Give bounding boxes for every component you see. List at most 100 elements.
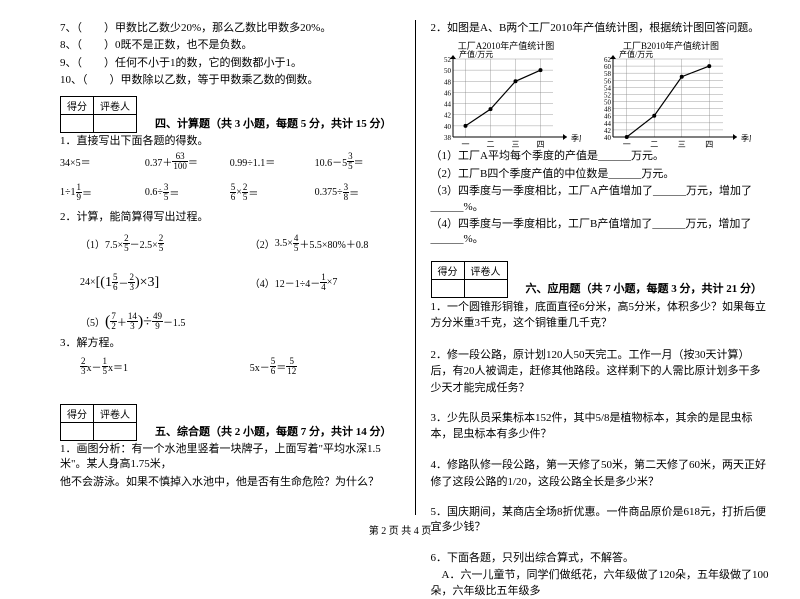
svg-text:48: 48 — [604, 106, 612, 114]
section6-header: 得分评卷人 六、应用题（共 7 小题，每题 3 分，共计 21 分） — [431, 255, 771, 298]
right-column: 2．如图是A、B两个工厂2010年产值统计图，根据统计图回答问题。 工厂A201… — [431, 20, 771, 515]
svg-text:54: 54 — [604, 85, 612, 93]
tf-9: 9、（ ）任何不小于1的数，它的倒数都小于1。 — [60, 56, 400, 71]
svg-text:60: 60 — [604, 63, 612, 71]
calc2-r3: （5）(72＋143)÷499－1.5 — [60, 312, 400, 331]
score-label: 得分 — [431, 261, 464, 279]
calc2-r1: （1）7.5×25－2.5×25 （2）3.5×45＋5.5×80%＋0.8 — [60, 234, 400, 253]
expr: （5）(72＋143)÷499－1.5 — [60, 312, 230, 331]
grader-cell — [94, 422, 137, 440]
svg-text:40: 40 — [444, 123, 452, 131]
q6-5: 5．国庆期间，某商店全场8折优惠。一件商品原价是618元，打折后便宜多少钱？ — [431, 505, 771, 536]
q6-3: 3．少先队员采集标本152件，其中5/8是植物标本，其余的是昆虫标本，昆虫标本有… — [431, 411, 771, 442]
section4-header: 得分评卷人 四、计算题（共 3 小题，每题 5 分，共计 15 分） — [60, 90, 400, 133]
svg-text:三: 三 — [511, 140, 519, 149]
svg-text:三: 三 — [677, 140, 685, 149]
score-box-5: 得分评卷人 — [60, 404, 137, 441]
score-label: 得分 — [61, 96, 94, 114]
score-cell — [61, 422, 94, 440]
left-column: 7、（ ）甲数比乙数少20%，那么乙数比甲数多20%。 8、（ ）0既不是正数，… — [60, 20, 400, 515]
svg-text:季度: 季度 — [571, 133, 581, 143]
expr: 0.375÷38＝ — [315, 183, 400, 202]
calc3-title: 3．解方程。 — [60, 336, 400, 351]
q5-1a: 1．画图分析：有一个水池里竖着一块牌子，上面写着"平均水深1.5米"。某人身高1… — [60, 442, 400, 473]
score-box-4: 得分评卷人 — [60, 96, 137, 133]
chart-b: 工厂B2010年产值统计图产值/万元4042444648505254565860… — [591, 41, 741, 141]
chart-a-svg: 工厂A2010年产值统计图产值/万元3840424446485052一二三四季度 — [431, 41, 581, 151]
svg-text:52: 52 — [604, 92, 612, 100]
q6-4: 4．修路队修一段公路，第一天修了50米，第二天修了60米，两天正好修了这段公路的… — [431, 457, 771, 490]
svg-text:季度: 季度 — [741, 133, 751, 143]
svg-text:46: 46 — [604, 113, 612, 121]
score-label: 得分 — [61, 404, 94, 422]
svg-text:44: 44 — [604, 120, 612, 128]
chart-q1: （1）工厂A平均每个季度的产值是______万元。 — [431, 149, 771, 164]
expr: 0.6÷35＝ — [145, 183, 230, 202]
svg-text:42: 42 — [444, 112, 452, 120]
svg-text:62: 62 — [604, 56, 612, 64]
calc2-title: 2．计算，能简算得写出过程。 — [60, 210, 400, 225]
expr: 56×25＝ — [230, 183, 315, 202]
expr — [230, 312, 400, 331]
tf-10: 10、（ ）甲数除以乙数，等于甲数乘乙数的倒数。 — [60, 73, 400, 88]
chart-q4: （4）四季度与一季度相比，工厂B产值增加了______万元，增加了______%… — [431, 217, 771, 248]
expr: 5x－56＝512 — [230, 357, 400, 376]
q2-intro: 2．如图是A、B两个工厂2010年产值统计图，根据统计图回答问题。 — [431, 21, 771, 36]
page-container: 7、（ ）甲数比乙数少20%，那么乙数比甲数多20%。 8、（ ）0既不是正数，… — [0, 0, 800, 520]
score-cell — [431, 279, 464, 297]
q6-6a: A．六一儿童节，同学们做纸花，六年级做了120朵，五年级做了100朵，六年级比五… — [431, 568, 771, 599]
svg-text:一: 一 — [622, 140, 630, 149]
expr: 24×[(156－23)×3] — [60, 273, 230, 292]
svg-text:产值/万元: 产值/万元 — [459, 49, 493, 59]
charts: 工厂A2010年产值统计图产值/万元3840424446485052一二三四季度… — [431, 41, 771, 141]
svg-text:56: 56 — [604, 78, 612, 86]
expr: 23 x－15 x＝1 — [60, 357, 230, 376]
expr: 34×5＝ — [60, 152, 145, 171]
chart-q3: （3）四季度与一季度相比，工厂A产值增加了______万元，增加了______%… — [431, 184, 771, 215]
svg-text:产值/万元: 产值/万元 — [619, 49, 653, 59]
q6-2: 2．修一段公路，原计划120人50天完工。工作一月（按30天计算）后，有20人被… — [431, 347, 771, 397]
svg-text:52: 52 — [444, 56, 452, 64]
svg-text:40: 40 — [604, 134, 612, 142]
svg-text:48: 48 — [444, 79, 452, 87]
section5-title: 五、综合题（共 2 小题，每题 7 分，共计 14 分） — [147, 423, 400, 439]
expr: （1）7.5×25－2.5×25 — [60, 234, 230, 253]
section4-title: 四、计算题（共 3 小题，每题 5 分，共计 15 分） — [147, 115, 400, 131]
svg-text:二: 二 — [486, 140, 494, 149]
calc3-r: 23 x－15 x＝1 5x－56＝512 — [60, 357, 400, 376]
score-cell — [61, 114, 94, 132]
svg-text:58: 58 — [604, 71, 612, 79]
chart-q2: （2）工厂B四个季度产值的中位数是______万元。 — [431, 167, 771, 182]
calc1-row1: 34×5＝ 0.37＋63100＝ 0.99÷1.1＝ 10.6－535＝ — [60, 152, 400, 171]
expr: （4）12－1÷4－14×7 — [230, 273, 400, 292]
grader-label: 评卷人 — [464, 261, 507, 279]
calc1-title: 1．直接写出下面各题的得数。 — [60, 134, 400, 149]
tf-7: 7、（ ）甲数比乙数少20%，那么乙数比甲数多20%。 — [60, 21, 400, 36]
svg-text:50: 50 — [444, 68, 452, 76]
expr: 10.6－535＝ — [315, 152, 400, 171]
svg-text:一: 一 — [461, 140, 469, 149]
calc2-r2: 24×[(156－23)×3] （4）12－1÷4－14×7 — [60, 273, 400, 292]
svg-text:46: 46 — [444, 90, 452, 98]
calc1-row2: 1÷119＝ 0.6÷35＝ 56×25＝ 0.375÷38＝ — [60, 183, 400, 202]
section5-header: 得分评卷人 五、综合题（共 2 小题，每题 7 分，共计 14 分） — [60, 398, 400, 441]
expr: 1÷119＝ — [60, 183, 145, 202]
svg-text:42: 42 — [604, 127, 612, 135]
chart-a: 工厂A2010年产值统计图产值/万元3840424446485052一二三四季度 — [431, 41, 581, 141]
column-divider — [415, 20, 416, 515]
grader-cell — [464, 279, 507, 297]
svg-text:四: 四 — [705, 140, 713, 149]
score-box-6: 得分评卷人 — [431, 261, 508, 298]
grader-cell — [94, 114, 137, 132]
expr: 0.37＋63100＝ — [145, 152, 230, 171]
q6-6: 6．下面各题，只列出综合算式，不解答。 — [431, 551, 771, 566]
expr: 0.99÷1.1＝ — [230, 152, 315, 171]
tf-8: 8、（ ）0既不是正数，也不是负数。 — [60, 38, 400, 53]
q6-1: 1．一个圆锥形铜锥，底面直径6分米，高5分米，体积多少？如果每立方分米重3千克，… — [431, 299, 771, 332]
svg-text:50: 50 — [604, 99, 612, 107]
svg-text:44: 44 — [444, 101, 452, 109]
svg-text:二: 二 — [650, 140, 658, 149]
expr: （2）3.5×45＋5.5×80%＋0.8 — [230, 234, 400, 253]
grader-label: 评卷人 — [94, 96, 137, 114]
chart-b-svg: 工厂B2010年产值统计图产值/万元4042444648505254565860… — [591, 41, 751, 151]
